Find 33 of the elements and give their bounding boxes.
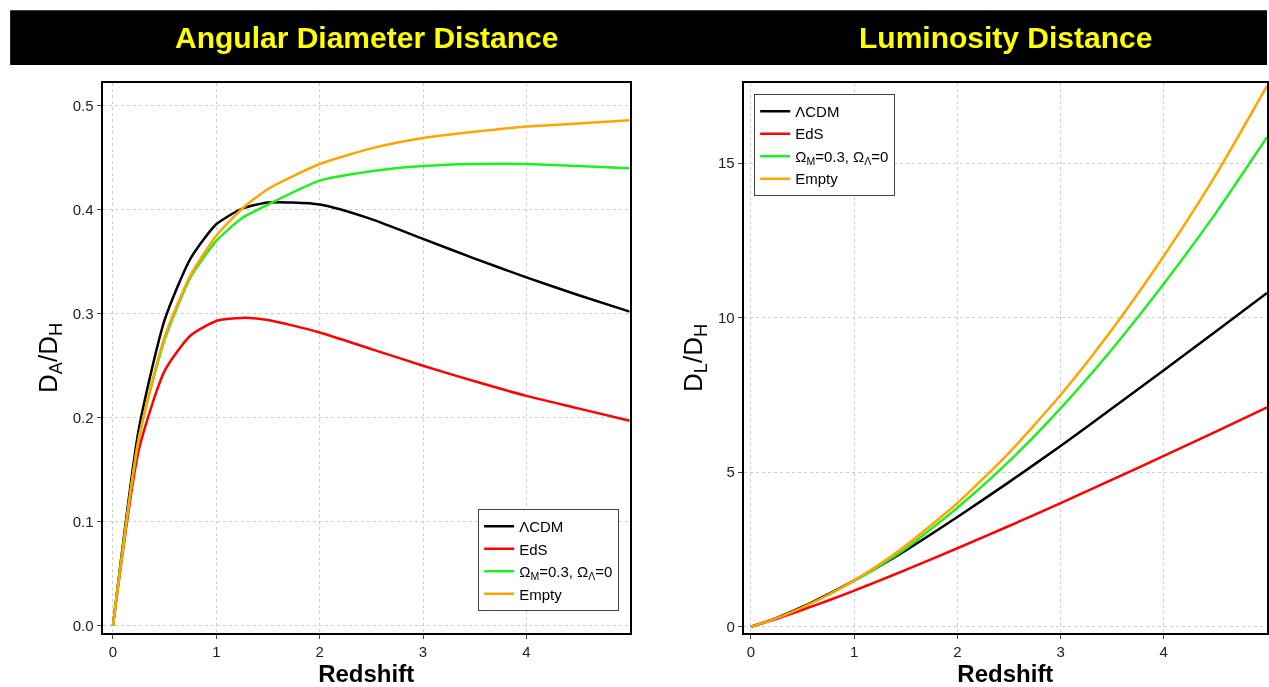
line-series: [749, 84, 1267, 629]
y-tick-label: 0.2: [72, 408, 94, 426]
y-tick-label: 0.0: [72, 616, 94, 634]
y-tick-label: 15: [718, 154, 735, 172]
x-tick-label: 2: [953, 642, 962, 660]
x-tick-label: 4: [522, 642, 531, 660]
legend-label: EdS: [795, 125, 824, 143]
x-tick-label: 2: [315, 642, 324, 660]
x-tick-label: 0: [108, 642, 118, 660]
y-tick-label: 0.1: [72, 512, 94, 530]
x-tick-label: 1: [849, 642, 859, 660]
legend-label: EdS: [519, 540, 548, 558]
legend-label: Ω$_{M}$=0.3, Ω$_{Λ}$=0: [519, 563, 613, 583]
chart-title: Angular Diameter Distance: [175, 21, 559, 54]
chart-title: Luminosity Distance: [859, 21, 1153, 54]
y-tick-label: 5: [726, 463, 735, 481]
x-tick-label: 4: [1159, 642, 1168, 660]
x-tick-label: 3: [1056, 642, 1065, 660]
y-tick-label: 0.4: [72, 200, 94, 218]
x-tick-label: 0: [746, 642, 756, 660]
y-tick-label: 0.3: [72, 304, 94, 322]
x-tick-label: 3: [418, 642, 428, 660]
y-tick-label: 0.5: [72, 97, 94, 115]
legend-label: Empty: [795, 170, 839, 188]
y-tick-label: 10: [718, 308, 735, 326]
x-tick-label: 1: [212, 642, 221, 660]
x-axis-title: Redshift: [957, 659, 1054, 687]
legend-label: ΛCDM: [795, 102, 840, 120]
legend-label: ΛCDM: [519, 518, 564, 536]
y-tick-label: 0: [726, 618, 735, 636]
x-axis-title: Redshift: [318, 659, 415, 687]
legend-label: Ω$_{M}$=0.3, Ω$_{Λ}$=0: [795, 147, 889, 168]
legend-label: Empty: [519, 585, 563, 603]
